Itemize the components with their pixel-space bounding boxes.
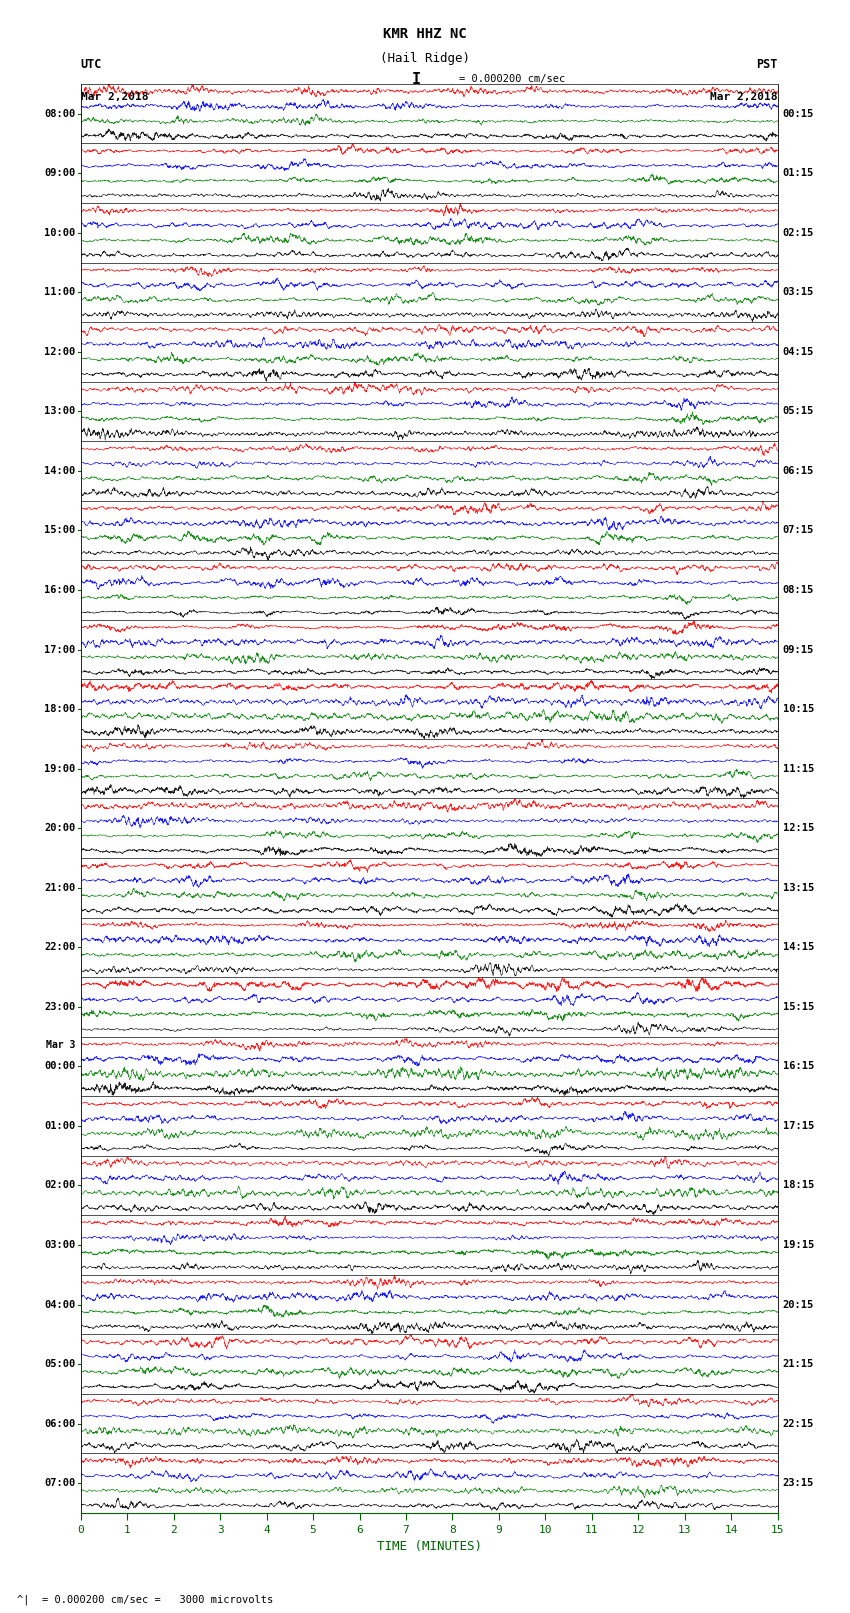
Text: Mar 2,2018: Mar 2,2018 [711, 92, 778, 102]
Text: 22:15: 22:15 [783, 1419, 814, 1429]
Text: 02:15: 02:15 [783, 227, 814, 237]
Text: 23:15: 23:15 [783, 1478, 814, 1489]
Text: 19:00: 19:00 [44, 763, 76, 774]
Text: 13:00: 13:00 [44, 406, 76, 416]
Text: 04:15: 04:15 [783, 347, 814, 356]
Text: I: I [412, 71, 421, 87]
Text: 12:15: 12:15 [783, 823, 814, 834]
Text: 23:00: 23:00 [44, 1002, 76, 1011]
Text: 21:00: 21:00 [44, 882, 76, 892]
Text: PST: PST [756, 58, 778, 71]
X-axis label: TIME (MINUTES): TIME (MINUTES) [377, 1540, 482, 1553]
Text: 21:15: 21:15 [783, 1360, 814, 1369]
Text: 08:15: 08:15 [783, 586, 814, 595]
Text: 10:00: 10:00 [44, 227, 76, 237]
Text: 09:00: 09:00 [44, 168, 76, 177]
Text: 15:00: 15:00 [44, 526, 76, 536]
Text: 13:15: 13:15 [783, 882, 814, 892]
Text: 22:00: 22:00 [44, 942, 76, 952]
Text: 05:00: 05:00 [44, 1360, 76, 1369]
Text: KMR HHZ NC: KMR HHZ NC [383, 27, 467, 40]
Text: 11:00: 11:00 [44, 287, 76, 297]
Text: 14:15: 14:15 [783, 942, 814, 952]
Text: Mar 2,2018: Mar 2,2018 [81, 92, 148, 102]
Text: 03:00: 03:00 [44, 1240, 76, 1250]
Text: 16:00: 16:00 [44, 586, 76, 595]
Text: 06:00: 06:00 [44, 1419, 76, 1429]
Text: 15:15: 15:15 [783, 1002, 814, 1011]
Text: 07:15: 07:15 [783, 526, 814, 536]
Text: 18:15: 18:15 [783, 1181, 814, 1190]
Text: 10:15: 10:15 [783, 705, 814, 715]
Text: ^|  = 0.000200 cm/sec =   3000 microvolts: ^| = 0.000200 cm/sec = 3000 microvolts [17, 1595, 273, 1605]
Text: 11:15: 11:15 [783, 763, 814, 774]
Text: 01:00: 01:00 [44, 1121, 76, 1131]
Text: 18:00: 18:00 [44, 705, 76, 715]
Text: Mar 3: Mar 3 [46, 1040, 76, 1050]
Text: 00:00: 00:00 [44, 1061, 76, 1071]
Text: 04:00: 04:00 [44, 1300, 76, 1310]
Text: 17:15: 17:15 [783, 1121, 814, 1131]
Text: UTC: UTC [81, 58, 102, 71]
Text: 05:15: 05:15 [783, 406, 814, 416]
Text: 16:15: 16:15 [783, 1061, 814, 1071]
Text: 00:15: 00:15 [783, 108, 814, 119]
Text: 08:00: 08:00 [44, 108, 76, 119]
Text: 12:00: 12:00 [44, 347, 76, 356]
Text: 07:00: 07:00 [44, 1478, 76, 1489]
Text: 17:00: 17:00 [44, 645, 76, 655]
Text: 06:15: 06:15 [783, 466, 814, 476]
Text: 01:15: 01:15 [783, 168, 814, 177]
Text: = 0.000200 cm/sec: = 0.000200 cm/sec [459, 74, 565, 84]
Text: 03:15: 03:15 [783, 287, 814, 297]
Text: 20:15: 20:15 [783, 1300, 814, 1310]
Text: 14:00: 14:00 [44, 466, 76, 476]
Text: 19:15: 19:15 [783, 1240, 814, 1250]
Text: (Hail Ridge): (Hail Ridge) [380, 52, 470, 65]
Text: 02:00: 02:00 [44, 1181, 76, 1190]
Text: 20:00: 20:00 [44, 823, 76, 834]
Text: 09:15: 09:15 [783, 645, 814, 655]
